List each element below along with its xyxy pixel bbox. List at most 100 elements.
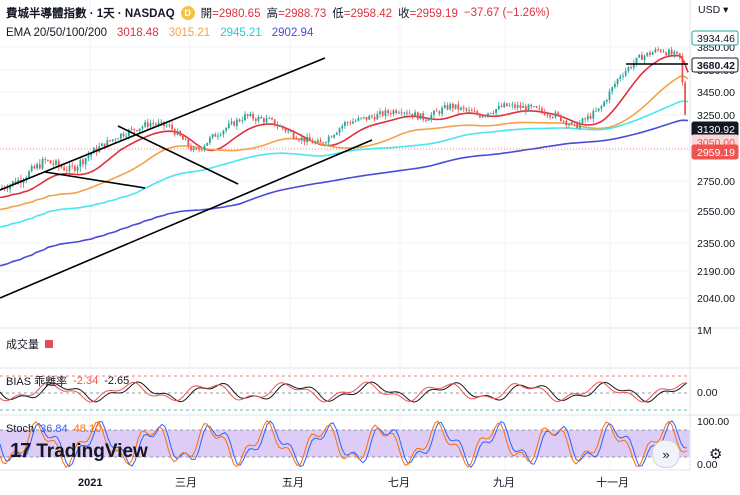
candle-body (168, 124, 171, 126)
trendline (44, 171, 146, 189)
candle-body (406, 112, 408, 114)
candle-body (92, 147, 95, 154)
candle-body (646, 52, 649, 56)
candle-body (678, 53, 681, 57)
stoch-k: 36.84 (40, 423, 68, 435)
candle-body (222, 130, 225, 135)
candle-body (79, 159, 82, 167)
gear-icon[interactable]: ⚙ (709, 446, 723, 463)
candle-body (184, 139, 187, 141)
candle-body (63, 167, 65, 171)
price-tag-box (691, 144, 739, 160)
candle-body (187, 139, 190, 147)
candle-body (433, 110, 435, 115)
low-value: 2958.42 (350, 8, 393, 20)
stoch-d: 48.10 (73, 423, 102, 435)
ema-label[interactable]: EMA 20/50/100/200 (6, 27, 108, 39)
time-axis-label: 七月 (388, 476, 410, 489)
candle-body (473, 111, 476, 112)
candle-body (457, 104, 460, 110)
candle-body (411, 113, 414, 117)
candle-body (241, 120, 244, 122)
candle-body (9, 184, 11, 189)
ema-legend: EMA 20/50/100/200 3018.48 3015.21 2945.2… (6, 27, 313, 39)
bias-label[interactable]: BIAS 乖離率 (6, 376, 68, 388)
tradingview-logo-icon: 17 (10, 440, 31, 462)
currency-selector[interactable]: USD ▾ (698, 4, 728, 16)
candle-body (322, 142, 325, 144)
candle-body (487, 113, 489, 116)
candle-body (476, 111, 479, 115)
candle-body (182, 135, 184, 140)
error-icon (45, 340, 53, 348)
candle-body (119, 133, 122, 139)
candle-body (516, 105, 519, 108)
candle-body (195, 148, 198, 149)
candle-body (65, 170, 68, 172)
sub-axis-label: 0.00 (697, 387, 718, 399)
candle-body (495, 109, 497, 113)
candle-body (6, 188, 9, 190)
price-axis-label: 2750.00 (697, 176, 735, 188)
candle-body (373, 116, 376, 120)
candle-body (441, 108, 443, 114)
stoch-line-0 (0, 420, 688, 468)
candle-body (452, 103, 454, 109)
bias-v2: -2.65 (104, 375, 130, 387)
candle-body (427, 119, 430, 121)
candle-body (284, 128, 287, 132)
candles (1, 46, 686, 194)
candle-body (109, 140, 111, 142)
candle-body (654, 49, 657, 53)
ema-line-0 (0, 54, 689, 199)
candle-body (527, 104, 530, 111)
candle-body (600, 106, 603, 109)
candle-body (260, 116, 263, 119)
trendline (117, 125, 239, 185)
candle-body (203, 145, 206, 150)
candle-body (155, 124, 157, 125)
candle-body (111, 139, 114, 141)
candle-body (554, 112, 557, 118)
candle-body (227, 123, 230, 128)
scroll-to-realtime-button[interactable]: » (652, 440, 680, 468)
high-value: 2988.73 (284, 8, 327, 20)
candle-body (314, 141, 317, 144)
candle-body (500, 105, 503, 108)
candle-body (643, 55, 646, 60)
tradingview-logo[interactable]: 17 TradingView (10, 440, 148, 463)
candle-body (82, 159, 84, 165)
sub-panes (0, 327, 740, 468)
candle-body (152, 123, 155, 125)
candle-body (416, 112, 419, 120)
candle-body (49, 160, 52, 164)
candle-body (362, 116, 365, 118)
stoch-label[interactable]: Stoch (6, 423, 35, 435)
candle-body (376, 113, 379, 120)
candle-body (14, 181, 17, 184)
candle-body (333, 134, 335, 138)
candle-body (57, 160, 60, 166)
candle-body (157, 122, 160, 125)
price-tag-label: 3130.92 (697, 124, 735, 136)
sub-axis-label: 0.00 (697, 459, 718, 471)
candle-body (298, 139, 300, 141)
candle-body (381, 111, 384, 116)
candle-body (573, 122, 576, 124)
candle-body (349, 122, 352, 124)
candle-body (128, 129, 130, 136)
candle-body (684, 82, 686, 115)
candle-body (217, 135, 219, 137)
volume-label[interactable]: 成交量 (6, 339, 39, 351)
candle-body (146, 122, 149, 127)
candle-body (454, 104, 457, 109)
symbol-title[interactable]: 費城半導體指數 · 1天 · NASDAQ (6, 8, 175, 20)
candle-body (622, 75, 624, 77)
price-axis-label: 3250.00 (697, 110, 735, 122)
time-axis-label: 五月 (282, 477, 304, 489)
candle-body (317, 140, 319, 142)
candle-body (125, 135, 128, 137)
candle-body (560, 115, 562, 122)
candle-body (141, 126, 144, 129)
